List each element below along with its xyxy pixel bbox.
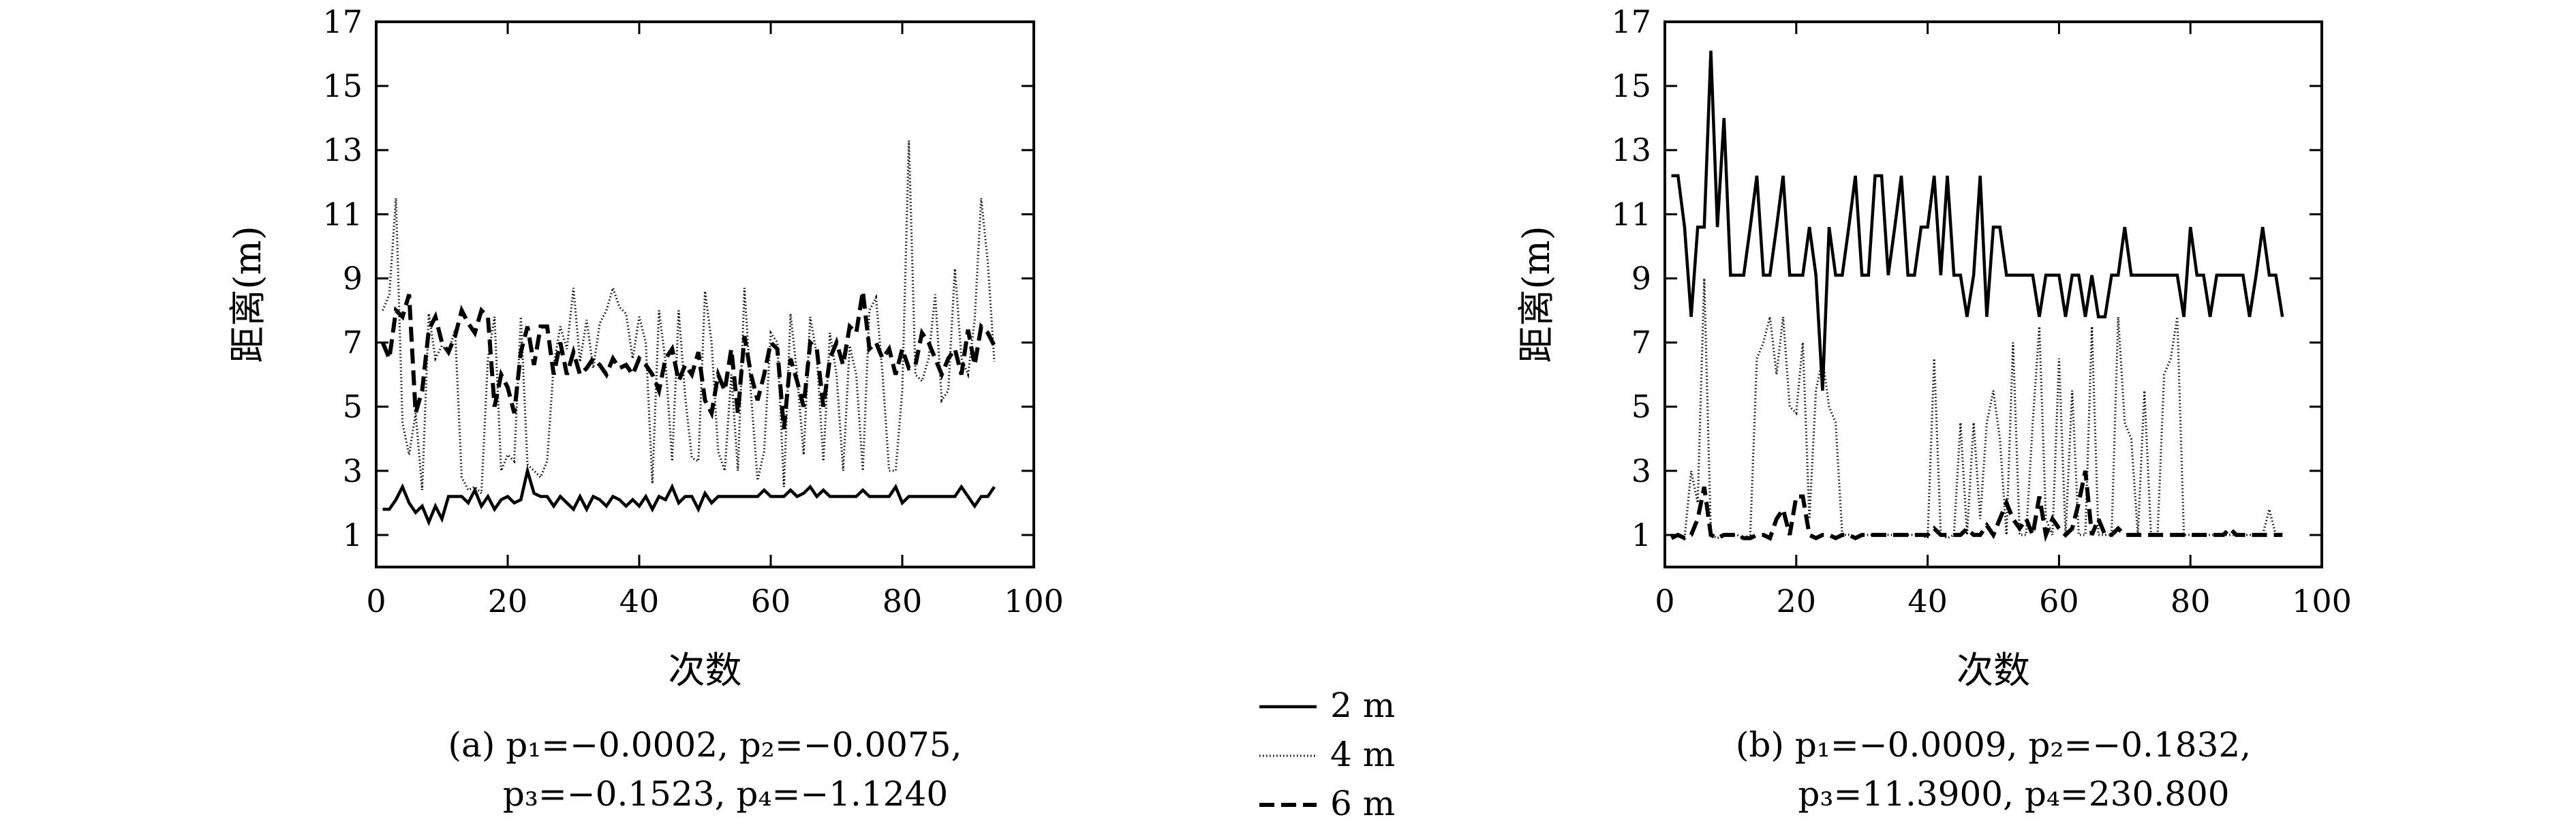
- x-tick-label: 20: [1777, 583, 1817, 620]
- x-tick-label: 100: [1004, 583, 1064, 620]
- legend-label: 4 m: [1330, 735, 1395, 774]
- x-axis-label: 次数: [1957, 649, 2030, 692]
- y-tick-label: 11: [1611, 196, 1651, 232]
- y-tick-label: 1: [1631, 517, 1651, 553]
- x-tick-label: 80: [883, 583, 923, 620]
- y-tick-label: 7: [343, 324, 363, 361]
- x-tick-label: 60: [751, 583, 791, 620]
- x-tick-label: 40: [1907, 583, 1948, 620]
- y-tick-label: 1: [343, 517, 363, 553]
- y-tick-label: 13: [1611, 132, 1651, 168]
- caption-line-1: (a) p₁=−0.0002, p₂=−0.0075,: [448, 725, 962, 765]
- series-line-6m: [1670, 470, 2283, 542]
- legend: 2 m 4 m 6 m: [1259, 686, 1395, 823]
- y-tick-label: 11: [322, 196, 363, 232]
- y-tick-label: 5: [343, 388, 363, 425]
- y-tick-label: 7: [1631, 324, 1651, 361]
- y-tick-label: 9: [343, 260, 363, 296]
- series-line-4m: [1671, 278, 2283, 540]
- caption-line-2: p₃=11.3900, p₄=230.800: [1798, 774, 2229, 814]
- series-line-2m: [1671, 50, 2284, 391]
- series-line-4m: [382, 140, 996, 496]
- x-tick-label: 80: [2171, 583, 2211, 620]
- caption-line-2: p₃=−0.1523, p₄=−1.1240: [503, 774, 948, 814]
- legend-label: 6 m: [1330, 784, 1395, 823]
- series-line-2m: [382, 464, 996, 526]
- plot-frame: [1663, 20, 2323, 568]
- plot-frame: [375, 20, 1035, 568]
- series-line-6m: [380, 290, 996, 429]
- y-tick-label: 13: [322, 132, 363, 168]
- y-tick-label: 3: [343, 453, 363, 489]
- x-tick-label: 0: [1655, 583, 1674, 620]
- y-tick-label: 17: [322, 3, 363, 40]
- x-tick-label: 100: [2292, 583, 2352, 620]
- y-tick-label: 15: [322, 67, 363, 104]
- x-axis-label: 次数: [669, 649, 742, 692]
- y-tick-label: 17: [1611, 3, 1651, 40]
- caption-line-1: (b) p₁=−0.0009, p₂=−0.1832,: [1736, 725, 2251, 765]
- x-tick-label: 40: [619, 583, 660, 620]
- legend-label: 2 m: [1330, 686, 1395, 725]
- y-tick-label: 3: [1631, 453, 1651, 489]
- y-tick-label: 5: [1631, 388, 1651, 425]
- x-tick-label: 20: [488, 583, 528, 620]
- y-axis-label: 距离(m): [226, 226, 269, 363]
- y-tick-label: 9: [1631, 260, 1651, 296]
- x-tick-label: 0: [366, 583, 386, 620]
- x-tick-label: 60: [2039, 583, 2079, 620]
- y-axis-label: 距离(m): [1515, 226, 1558, 363]
- y-tick-label: 15: [1611, 67, 1651, 104]
